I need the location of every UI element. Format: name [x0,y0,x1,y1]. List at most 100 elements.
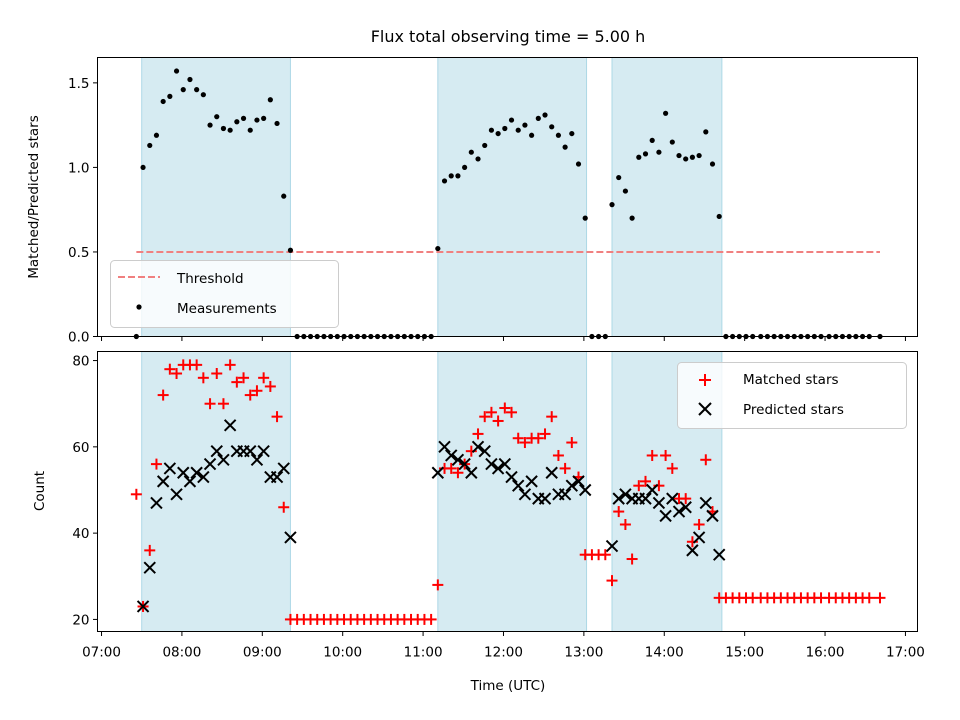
ratio-legend: Threshold Measurements [110,260,339,328]
matched-stars-point [539,428,551,440]
observing-spans [141,351,723,632]
measurement-point [575,161,582,167]
predicted-stars-point [471,440,485,454]
predicted-stars-point [485,457,498,471]
matched-stars-point [238,372,250,384]
measurement-point [676,152,682,159]
measurement-point [535,115,541,121]
measurement-point [173,68,180,74]
predicted-stars-point [284,531,297,544]
measurement-point [227,127,233,133]
predicted-stars-point [525,475,538,488]
measurement-point [441,178,448,184]
y-tick-label: 1.5 [68,76,89,92]
measurement-point [569,130,575,137]
measurement-point [455,173,461,179]
x-tick-label: 10:00 [323,645,362,661]
measurement-point [649,137,655,143]
predicted-stars-point [217,453,230,466]
measurement-point [200,92,206,98]
matched-stars-point [680,493,692,505]
matched-stars-point [666,462,678,474]
measurement-point [703,129,709,135]
predicted-stars-point [558,488,572,501]
predicted-stars-point [565,479,579,492]
measurement-point [207,122,213,128]
measurement-point [515,127,521,133]
y-tick-label: 80 [72,354,89,370]
matched-stars-point [144,544,156,556]
predicted-stars-point [143,561,156,574]
matched-stars-point [425,613,437,625]
matched-stars-point [566,437,578,449]
matched-stars-point [130,488,142,500]
observing-span [437,351,588,632]
predicted-stars-point [512,479,525,492]
matched-stars-point [619,519,631,531]
measurement-point [709,161,716,167]
measurement-point [240,115,247,121]
matched-stars-point [599,549,611,561]
matched-stars-point [204,398,216,410]
predicted-stars-point [458,457,471,471]
measurement-point [254,117,260,123]
predicted-stars-point [190,466,203,479]
predicted-stars-point [505,470,518,484]
measurement-point [502,125,508,132]
predicted-stars-point [257,444,270,458]
matched-legend-swatch [699,374,711,386]
predicted-stars-point [712,548,726,561]
measurement-point [622,188,629,194]
matched-stars-point [492,415,504,427]
matched-stars-point [546,411,558,423]
measurement-point [214,114,220,120]
matched-stars-point [874,592,886,604]
measurement-point [683,156,689,162]
predicted-stars-point [645,483,659,497]
y-tick-label: 1.0 [68,160,89,176]
matched-stars-point [164,363,176,375]
measurement-point [234,119,240,125]
chart-title: Flux total observing time = 5.00 h [371,27,646,46]
measurement-point [160,98,166,105]
measurement-point [508,117,515,123]
matched-stars-point [519,437,531,449]
matched-stars-point [613,506,625,518]
matched-stars-point [244,389,256,401]
predicted-stars-point [163,462,177,475]
measurement-point [448,173,454,179]
matched-stars-point [863,592,875,604]
matched-stars-point [224,359,236,371]
y-tick-label: 0.5 [68,245,89,261]
x-tick-label: 12:00 [484,645,523,661]
predicted-stars-point [203,457,217,471]
measurement-point [462,164,468,171]
measurements-legend-label: Measurements [177,301,277,317]
matched-stars-point [171,368,183,380]
matched-stars-point [432,579,444,591]
measurement-point [609,202,615,208]
count-y-ticks: 20 40 60 80 [72,354,98,628]
measurement-point [716,213,722,220]
predicted-stars-point [465,466,478,479]
predicted-stars-point [177,466,190,479]
predicted-stars-point [270,470,284,484]
predicted-stars-point [250,453,264,466]
ratio-marks [133,68,883,340]
measurement-point [187,76,193,83]
matched-stars-point [211,368,223,380]
threshold-legend-label: Threshold [176,271,244,287]
predicted-stars-point [197,470,210,484]
measurement-point [194,87,200,93]
predicted-stars-point [478,444,491,458]
measurement-point [435,245,441,252]
ratio-y-ticks: 0.0 0.5 1.0 1.5 [68,76,98,346]
predicted-stars-point [659,509,672,523]
matched-stars-point [559,462,571,474]
matched-stars-point [191,359,203,371]
matched-stars-point [693,519,705,531]
x-tick-label: 11:00 [404,645,443,661]
predicted-stars-point [545,466,558,479]
measurement-point [281,193,287,199]
